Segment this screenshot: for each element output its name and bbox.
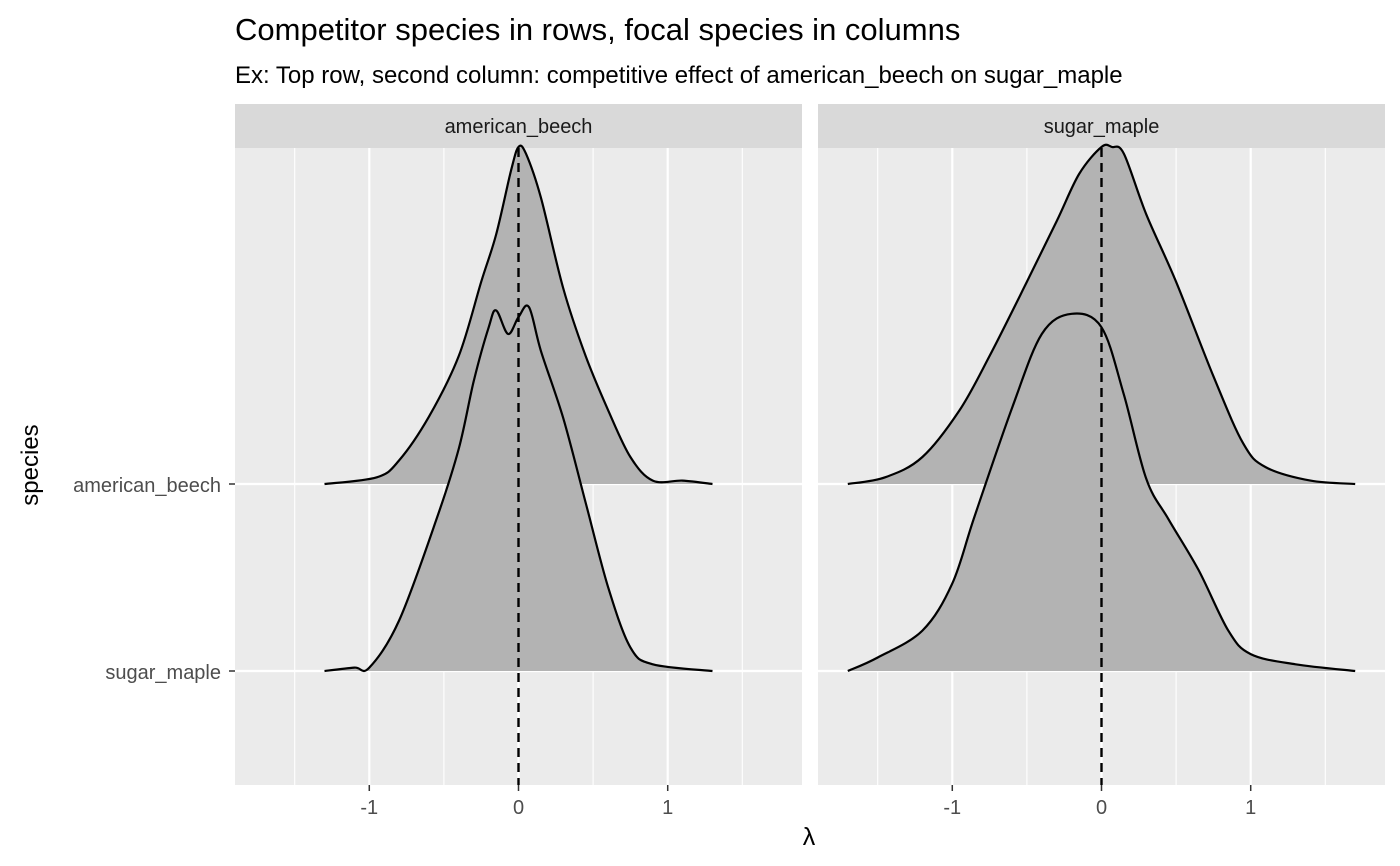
x-axis-label: λ bbox=[803, 823, 816, 851]
ridge-line-american_beech bbox=[847, 143, 1356, 486]
ridge-line-american_beech bbox=[324, 144, 713, 486]
chart-subtitle: Ex: Top row, second column: competitive … bbox=[235, 62, 1123, 89]
y-axis-label: species bbox=[17, 424, 44, 505]
facet-panel-american_beech: american_beech -1 0 1 bbox=[235, 104, 802, 819]
ridge-line-sugar_maple bbox=[324, 304, 713, 673]
x-tick-label: 1 bbox=[662, 797, 673, 819]
chart-title: Competitor species in rows, focal specie… bbox=[235, 12, 960, 47]
x-tick-label: 0 bbox=[1096, 797, 1107, 819]
ridge-line-sugar_maple bbox=[847, 312, 1356, 673]
facet-panels: american_beech sugar_maple american_beech -… bbox=[73, 104, 1385, 819]
x-tick-label: 1 bbox=[1245, 797, 1256, 819]
y-tick-label: sugar_maple bbox=[105, 662, 221, 684]
y-tick-label: american_beech bbox=[73, 475, 221, 497]
x-tick-label: -1 bbox=[360, 797, 378, 819]
x-tick-label: -1 bbox=[943, 797, 961, 819]
facet-strip-label: american_beech bbox=[445, 116, 593, 138]
ridge-fill-sugar_maple bbox=[847, 313, 1356, 671]
ridge-fill-sugar_maple bbox=[324, 305, 713, 672]
facet-strip bbox=[235, 104, 802, 148]
facet-panel-sugar_maple: sugar_maple -1 0 1 bbox=[818, 104, 1385, 819]
facet-strip bbox=[818, 104, 1385, 148]
facet-strip-label: sugar_maple bbox=[1044, 116, 1160, 138]
x-tick-label: 0 bbox=[513, 797, 524, 819]
